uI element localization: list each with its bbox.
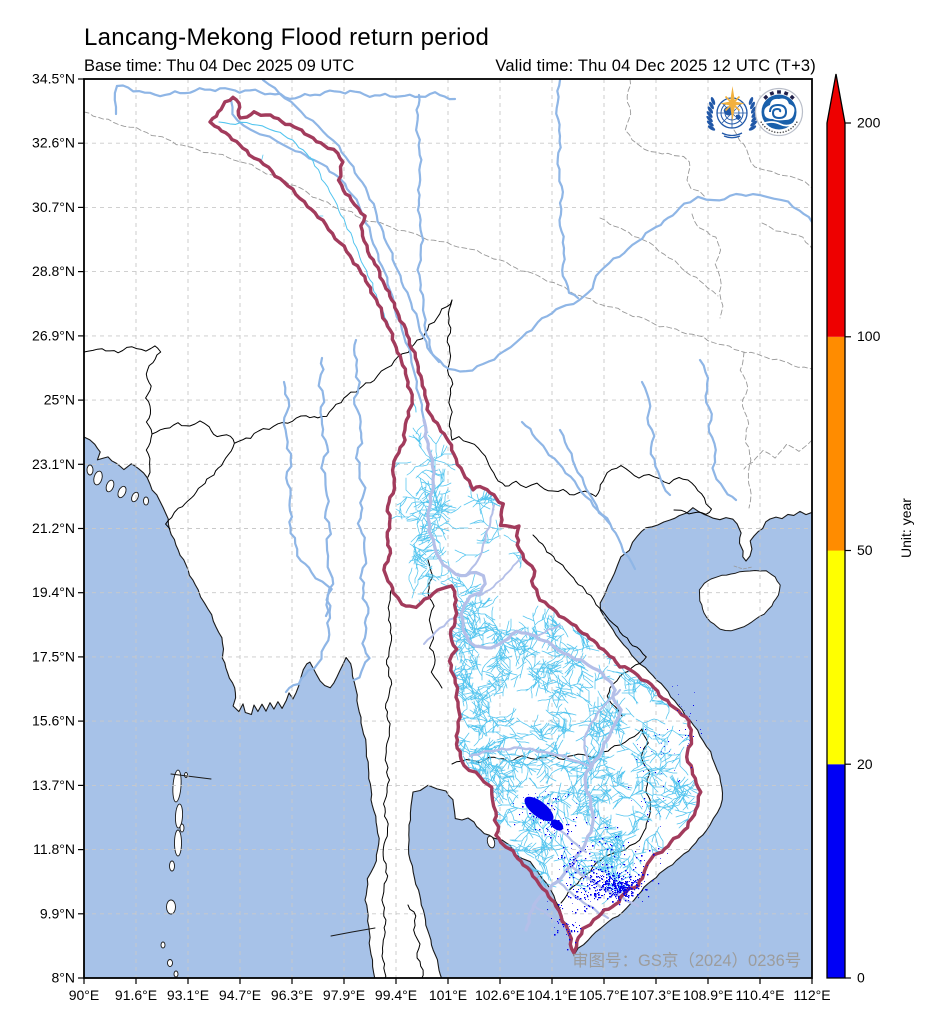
svg-text:Unit: year: Unit: year: [898, 498, 914, 558]
svg-text:32.6°N: 32.6°N: [32, 135, 75, 151]
svg-text:25°N: 25°N: [44, 392, 75, 408]
svg-text:审图号：GS京（2024）0236号: 审图号：GS京（2024）0236号: [572, 951, 801, 970]
svg-text:112°E: 112°E: [793, 987, 830, 1003]
svg-text:91.6°E: 91.6°E: [115, 987, 157, 1003]
svg-text:99.4°E: 99.4°E: [375, 987, 417, 1003]
svg-text:104.1°E: 104.1°E: [527, 987, 577, 1003]
svg-text:110.4°E: 110.4°E: [736, 987, 785, 1003]
svg-text:15.6°N: 15.6°N: [32, 713, 75, 729]
svg-text:97.9°E: 97.9°E: [323, 987, 365, 1003]
svg-text:90°E: 90°E: [69, 987, 100, 1003]
svg-text:0: 0: [857, 970, 865, 986]
svg-text:28.8°N: 28.8°N: [32, 263, 75, 279]
svg-text:Lancang-Mekong Flood return pe: Lancang-Mekong Flood return period: [84, 24, 489, 51]
svg-text:107.3°E: 107.3°E: [631, 987, 681, 1003]
svg-text:23.1°N: 23.1°N: [32, 456, 75, 472]
svg-text:200: 200: [857, 115, 881, 131]
svg-text:Valid time: Thu 04 Dec 2025 12: Valid time: Thu 04 Dec 2025 12 UTC (T+3): [495, 57, 816, 75]
svg-text:Base time: Thu 04 Dec 2025 09: Base time: Thu 04 Dec 2025 09 UTC: [84, 57, 354, 75]
svg-text:94.7°E: 94.7°E: [219, 987, 261, 1003]
svg-text:105.7°E: 105.7°E: [579, 987, 629, 1003]
svg-text:11.8°N: 11.8°N: [33, 841, 75, 857]
svg-text:100: 100: [857, 328, 881, 344]
svg-text:101°E: 101°E: [429, 987, 467, 1003]
svg-text:34.5°N: 34.5°N: [32, 71, 75, 87]
svg-text:19.4°N: 19.4°N: [32, 584, 75, 600]
svg-text:26.9°N: 26.9°N: [32, 327, 75, 343]
svg-text:30.7°N: 30.7°N: [32, 199, 75, 215]
svg-text:96.3°E: 96.3°E: [271, 987, 313, 1003]
svg-text:93.1°E: 93.1°E: [167, 987, 209, 1003]
svg-text:17.5°N: 17.5°N: [32, 648, 75, 664]
svg-text:21.2°N: 21.2°N: [32, 520, 75, 536]
svg-text:20: 20: [857, 756, 873, 772]
svg-text:8°N: 8°N: [52, 970, 76, 986]
svg-text:13.7°N: 13.7°N: [32, 777, 75, 793]
svg-text:9.9°N: 9.9°N: [40, 905, 75, 921]
svg-text:108.9°E: 108.9°E: [683, 987, 733, 1003]
svg-text:102.6°E: 102.6°E: [475, 987, 525, 1003]
svg-text:50: 50: [857, 542, 873, 558]
